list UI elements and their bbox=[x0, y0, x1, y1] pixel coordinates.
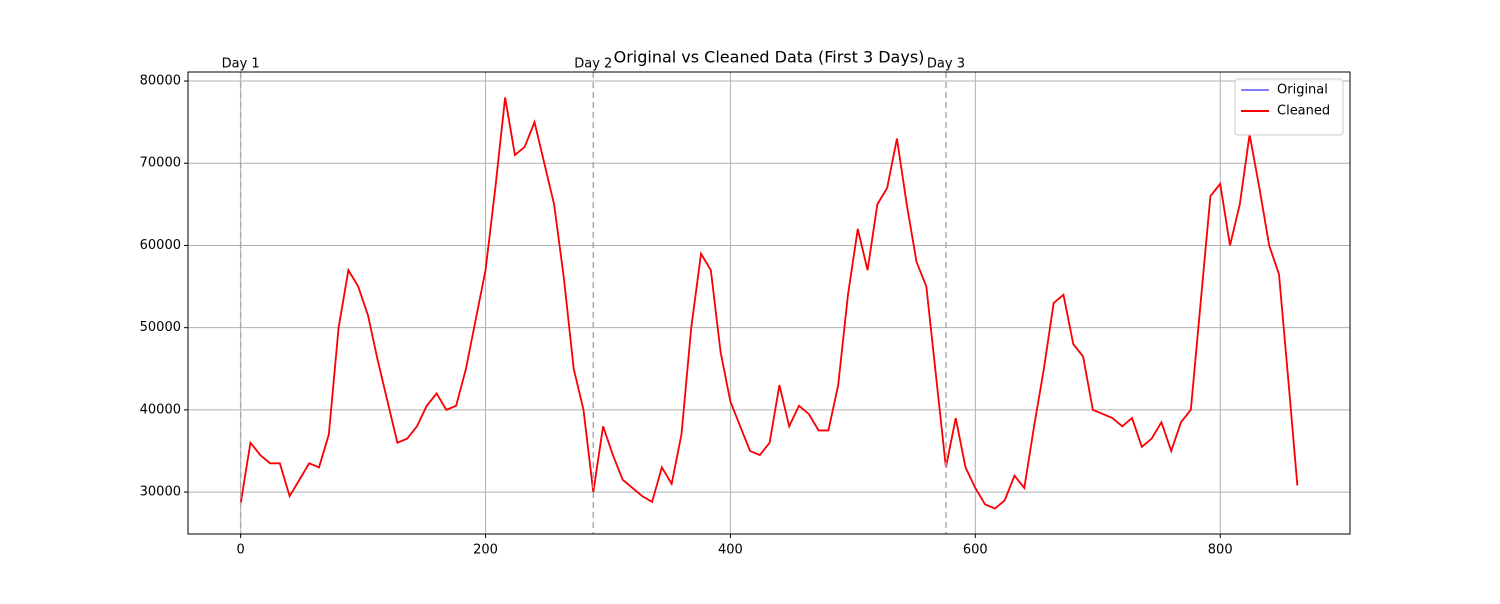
legend-label: Cleaned bbox=[1277, 104, 1330, 119]
x-tick-label: 400 bbox=[718, 543, 743, 558]
x-tick-label: 800 bbox=[1208, 543, 1233, 558]
data-line bbox=[239, 97, 1299, 510]
plot-frame bbox=[187, 71, 1351, 535]
y-tick-label: 70000 bbox=[140, 156, 181, 171]
day-label: Day 3 bbox=[927, 57, 965, 72]
y-tick-label: 60000 bbox=[140, 238, 181, 253]
legend: Original Cleaned bbox=[1234, 78, 1344, 136]
x-tick-label: 600 bbox=[963, 543, 988, 558]
legend-label: Original bbox=[1277, 83, 1328, 98]
y-tick-label: 50000 bbox=[140, 320, 181, 335]
day-label: Day 2 bbox=[574, 57, 612, 72]
x-tick-label: 0 bbox=[237, 543, 245, 558]
data-line bbox=[239, 97, 1299, 510]
y-tick-label: 30000 bbox=[140, 485, 181, 500]
x-tick-label: 200 bbox=[473, 543, 498, 558]
chart-title: Original vs Cleaned Data (First 3 Days) bbox=[614, 48, 925, 67]
day-label: Day 1 bbox=[222, 57, 260, 72]
y-tick-label: 80000 bbox=[140, 74, 181, 89]
legend-box bbox=[1234, 78, 1344, 136]
y-tick-label: 40000 bbox=[140, 402, 181, 417]
